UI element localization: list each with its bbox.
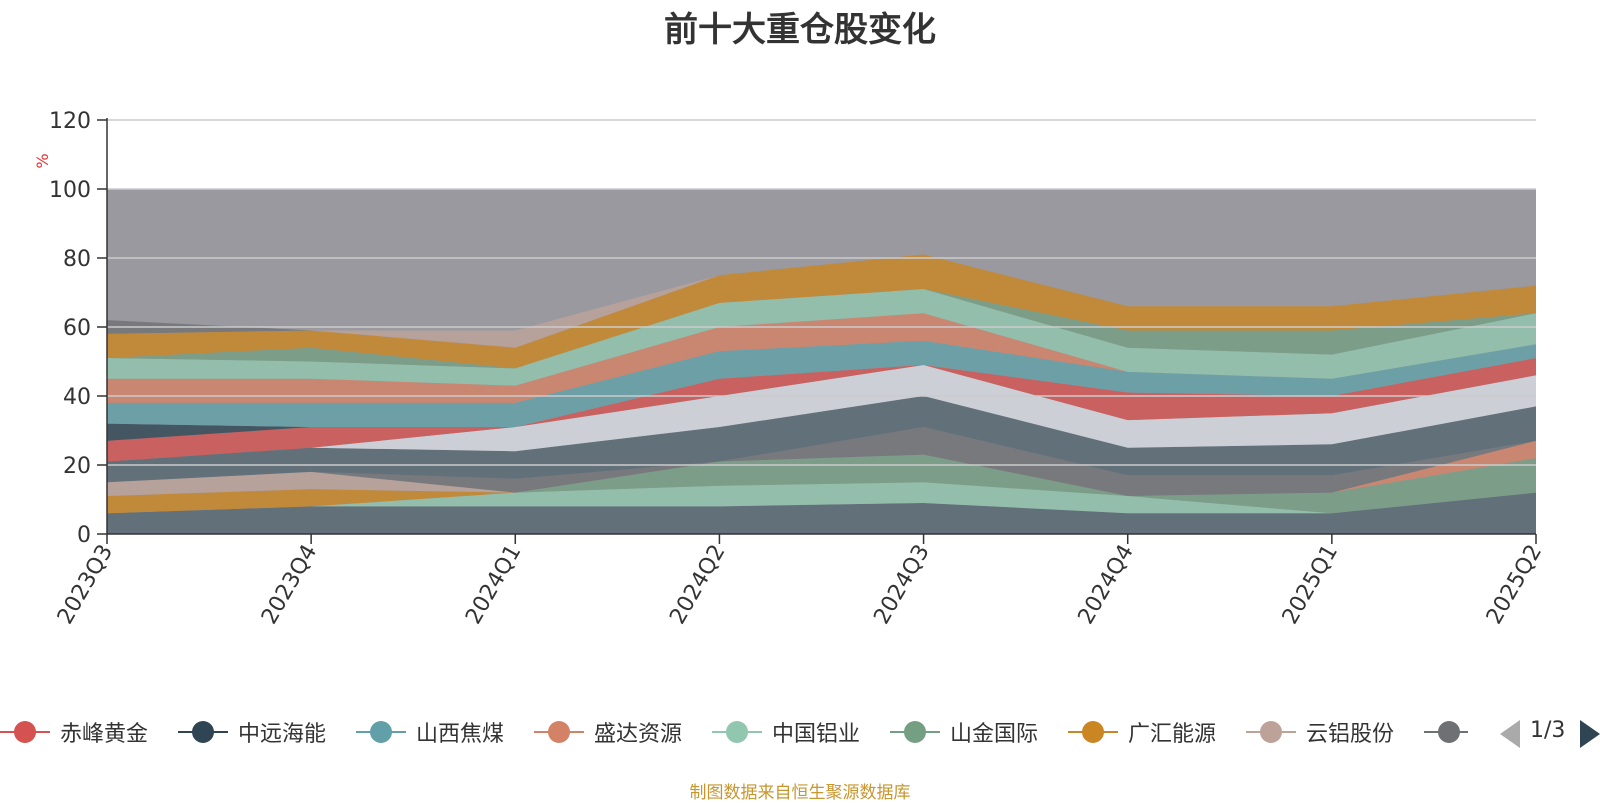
legend-marker-icon (178, 720, 228, 744)
y-tick-label: 40 (63, 385, 91, 410)
legend-marker-icon (1424, 720, 1468, 744)
stack-layer (107, 396, 1536, 483)
legend: 赤峰黄金 中远海能 山西焦煤 盛达资源 中国铝业 山金国际 广汇能源 云铝股份 1/3 (0, 708, 1600, 756)
x-tick-label: 2024Q1 (461, 541, 526, 629)
series-area (107, 289, 1536, 386)
y-tick-label: 0 (77, 523, 91, 548)
legend-item[interactable]: 中远海能 (178, 708, 326, 756)
legend-prev-page-icon[interactable] (1500, 720, 1520, 748)
legend-marker-icon (1068, 720, 1118, 744)
stack-layer (107, 482, 1536, 514)
legend-marker-icon (534, 720, 584, 744)
legend-item[interactable]: 山金国际 (890, 708, 1038, 756)
legend-label: 赤峰黄金 (60, 722, 149, 747)
legend-items: 赤峰黄金 中远海能 山西焦煤 盛达资源 中国铝业 山金国际 广汇能源 云铝股份 (0, 708, 1468, 756)
x-tick-label: 2025Q2 (1482, 541, 1547, 629)
series-area (107, 340, 1536, 428)
y-tick-label: 100 (49, 178, 91, 203)
x-tick-label: 2023Q3 (53, 541, 118, 629)
stack-layer (107, 454, 1536, 514)
legend-marker-icon (0, 720, 50, 744)
legend-label: 山西焦煤 (416, 722, 505, 747)
stack-layer (107, 454, 1536, 514)
x-tick-label: 2024Q3 (869, 541, 934, 629)
legend-item[interactable]: 赤峰黄金 (0, 708, 148, 756)
stack-layer (107, 440, 1536, 497)
x-tick-label: 2023Q4 (257, 541, 322, 629)
legend-next-page-icon[interactable] (1580, 720, 1600, 748)
source-note: 制图数据来自恒生聚源数据库 (689, 783, 911, 803)
legend-label: 广汇能源 (1128, 722, 1217, 747)
legend-item[interactable]: 中国铝业 (712, 708, 860, 756)
series-area (107, 313, 1536, 403)
series-area (107, 254, 1536, 369)
y-tick-label: 120 (49, 109, 91, 134)
legend-marker-icon (712, 720, 762, 744)
x-tick-label: 2024Q2 (665, 541, 730, 629)
legend-label: 山金国际 (950, 722, 1039, 747)
legend-item[interactable]: 广汇能源 (1068, 708, 1216, 756)
legend-page-indicator: 1/3 (1530, 718, 1566, 743)
legend-marker-icon (1246, 720, 1296, 744)
legend-item[interactable]: 山西焦煤 (356, 708, 504, 756)
chart-plot: 0 20 40 60 80 100 120% 2023Q3 2023Q4 2024Q1 2024Q2… (33, 109, 1547, 629)
stack-layer (107, 427, 1536, 497)
series-area (107, 358, 1536, 462)
y-tick-label: 80 (63, 247, 91, 272)
legend-label: 中国铝业 (772, 722, 861, 747)
stack-layer (107, 492, 1536, 534)
legend-marker-icon (356, 720, 406, 744)
x-tick-label: 2025Q1 (1278, 541, 1343, 629)
legend-label: 云铝股份 (1306, 722, 1395, 747)
legend-label: 盛达资源 (594, 722, 683, 747)
y-axis-unit: % (33, 153, 52, 168)
stack-layer (107, 364, 1536, 462)
y-tick-label: 60 (63, 316, 91, 341)
y-tick-label: 20 (63, 454, 91, 479)
legend-marker-icon (890, 720, 940, 744)
legend-item[interactable] (1424, 708, 1468, 756)
x-tick-label: 2024Q4 (1074, 541, 1139, 629)
legend-item[interactable]: 盛达资源 (534, 708, 682, 756)
legend-item[interactable]: 云铝股份 (1246, 708, 1394, 756)
legend-label: 中远海能 (238, 722, 327, 747)
chart-title: 前十大重仓股变化 (664, 10, 936, 50)
series-area (107, 289, 1536, 369)
